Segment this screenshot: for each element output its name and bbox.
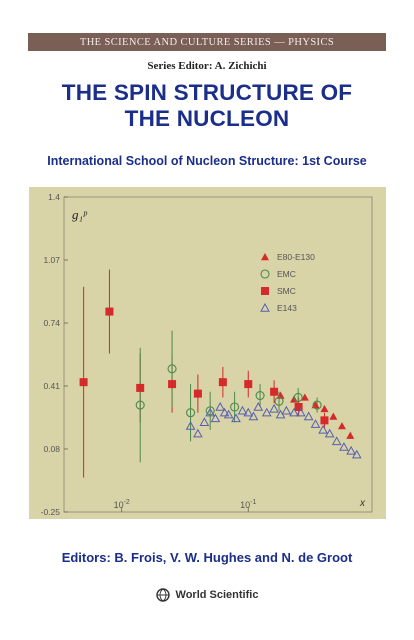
point-e143-12 xyxy=(253,401,264,411)
point-e143-20 xyxy=(310,419,321,428)
point-emc-8 xyxy=(312,400,322,410)
y-tick-label-5: -0.25 xyxy=(41,507,61,517)
point-e143-1 xyxy=(193,428,203,438)
point-e143-3 xyxy=(205,407,216,417)
series-editor: Series Editor: A. Zichichi xyxy=(147,60,267,72)
y-tick-label-4: 0.08 xyxy=(43,444,60,454)
point-e143-2 xyxy=(199,417,210,426)
point-e143-7 xyxy=(223,409,234,419)
point-e143-24 xyxy=(339,442,349,451)
publisher: World Scientific xyxy=(0,588,414,602)
point-smc-2 xyxy=(136,383,145,392)
plot-frame xyxy=(63,196,373,513)
title-line-1: THE SPIN STRUCTURE OF xyxy=(61,80,353,105)
point-smc-0 xyxy=(79,378,88,387)
point-e143-14 xyxy=(269,403,279,413)
plot-background xyxy=(29,187,386,519)
point-emc-6 xyxy=(274,396,284,406)
legend-marker-0 xyxy=(261,253,269,261)
legend-label-3: E143 xyxy=(277,303,297,313)
cover-plot: 1.4 1.07 0.74 0.41 0.08 -0.25 g₁ᵖ 10-2 10-1 x E80… xyxy=(29,187,386,519)
point-smc-4 xyxy=(193,389,202,398)
point-e143-19 xyxy=(303,411,314,421)
point-e143-23 xyxy=(331,436,342,446)
point-e143-16 xyxy=(281,405,292,415)
point-emc-5 xyxy=(255,390,265,401)
legend-label-2: SMC xyxy=(277,286,296,296)
point-emc-4 xyxy=(230,402,240,412)
point-smc-9 xyxy=(320,416,329,425)
point-e80-e130-4 xyxy=(320,404,329,413)
series-band: THE SCIENCE AND CULTURE SERIES — PHYSICS xyxy=(28,33,386,51)
point-emc-1 xyxy=(167,364,177,374)
point-smc-7 xyxy=(270,387,279,396)
y-tick-label-3: 0.41 xyxy=(43,381,60,391)
x-axis-label: x xyxy=(359,498,366,509)
book-title: THE SPIN STRUCTURE OF THE NUCLEON xyxy=(0,80,414,132)
y-tick-label-0: 1.4 xyxy=(48,192,60,202)
legend-marker-2 xyxy=(261,287,269,295)
point-e80-e130-5 xyxy=(329,412,338,420)
point-emc-0 xyxy=(135,400,145,410)
y-axis-label: g₁ᵖ xyxy=(72,207,88,222)
point-smc-8 xyxy=(294,403,303,411)
point-e143-18 xyxy=(295,407,306,417)
point-e143-25 xyxy=(346,445,356,455)
editors-line: Editors: B. Frois, V. W. Hughes and N. d… xyxy=(61,550,353,565)
point-smc-5 xyxy=(218,378,227,387)
point-e143-6 xyxy=(219,407,230,417)
book-subtitle: International School of Nucleon Structur… xyxy=(47,154,367,168)
point-e143-22 xyxy=(324,428,335,438)
legend-label-0: E80-E130 xyxy=(277,252,315,262)
point-e143-11 xyxy=(248,411,259,421)
point-smc-3 xyxy=(168,380,177,389)
point-e143-17 xyxy=(289,407,299,417)
point-e143-21 xyxy=(318,424,328,434)
point-e80-e130-7 xyxy=(346,431,355,439)
point-e143-5 xyxy=(215,401,226,411)
point-emc-3 xyxy=(205,406,215,416)
point-e143-10 xyxy=(243,407,254,417)
point-smc-6 xyxy=(244,380,253,389)
point-e80-e130-6 xyxy=(337,422,346,430)
point-e80-e130-2 xyxy=(300,393,309,401)
point-e143-4 xyxy=(210,413,221,423)
x-tick-label-0: 10-2 xyxy=(114,499,130,510)
legend-marker-1 xyxy=(260,269,270,279)
point-e143-13 xyxy=(261,407,272,417)
point-e143-26 xyxy=(351,449,362,459)
title-line-2: THE NUCLEON xyxy=(124,106,290,131)
world-scientific-logo-icon xyxy=(155,588,170,602)
y-tick-label-1: 1.07 xyxy=(43,255,60,265)
legend-marker-3 xyxy=(260,302,270,312)
point-emc-7 xyxy=(293,392,303,403)
point-e143-9 xyxy=(237,405,248,415)
point-emc-2 xyxy=(186,408,196,418)
publisher-name: World Scientific xyxy=(175,589,259,601)
series-name: THE SCIENCE AND CULTURE SERIES — PHYSICS xyxy=(79,36,335,48)
legend-label-1: EMC xyxy=(277,269,296,279)
point-e143-0 xyxy=(185,421,196,430)
point-smc-1 xyxy=(105,307,114,316)
y-tick-label-2: 0.74 xyxy=(43,318,60,328)
g1p-chart: 1.4 1.07 0.74 0.41 0.08 -0.25 g₁ᵖ 10-2 10-1 x E80… xyxy=(29,187,386,519)
x-tick-label-1: 10-1 xyxy=(240,499,256,510)
point-e143-8 xyxy=(231,413,241,423)
